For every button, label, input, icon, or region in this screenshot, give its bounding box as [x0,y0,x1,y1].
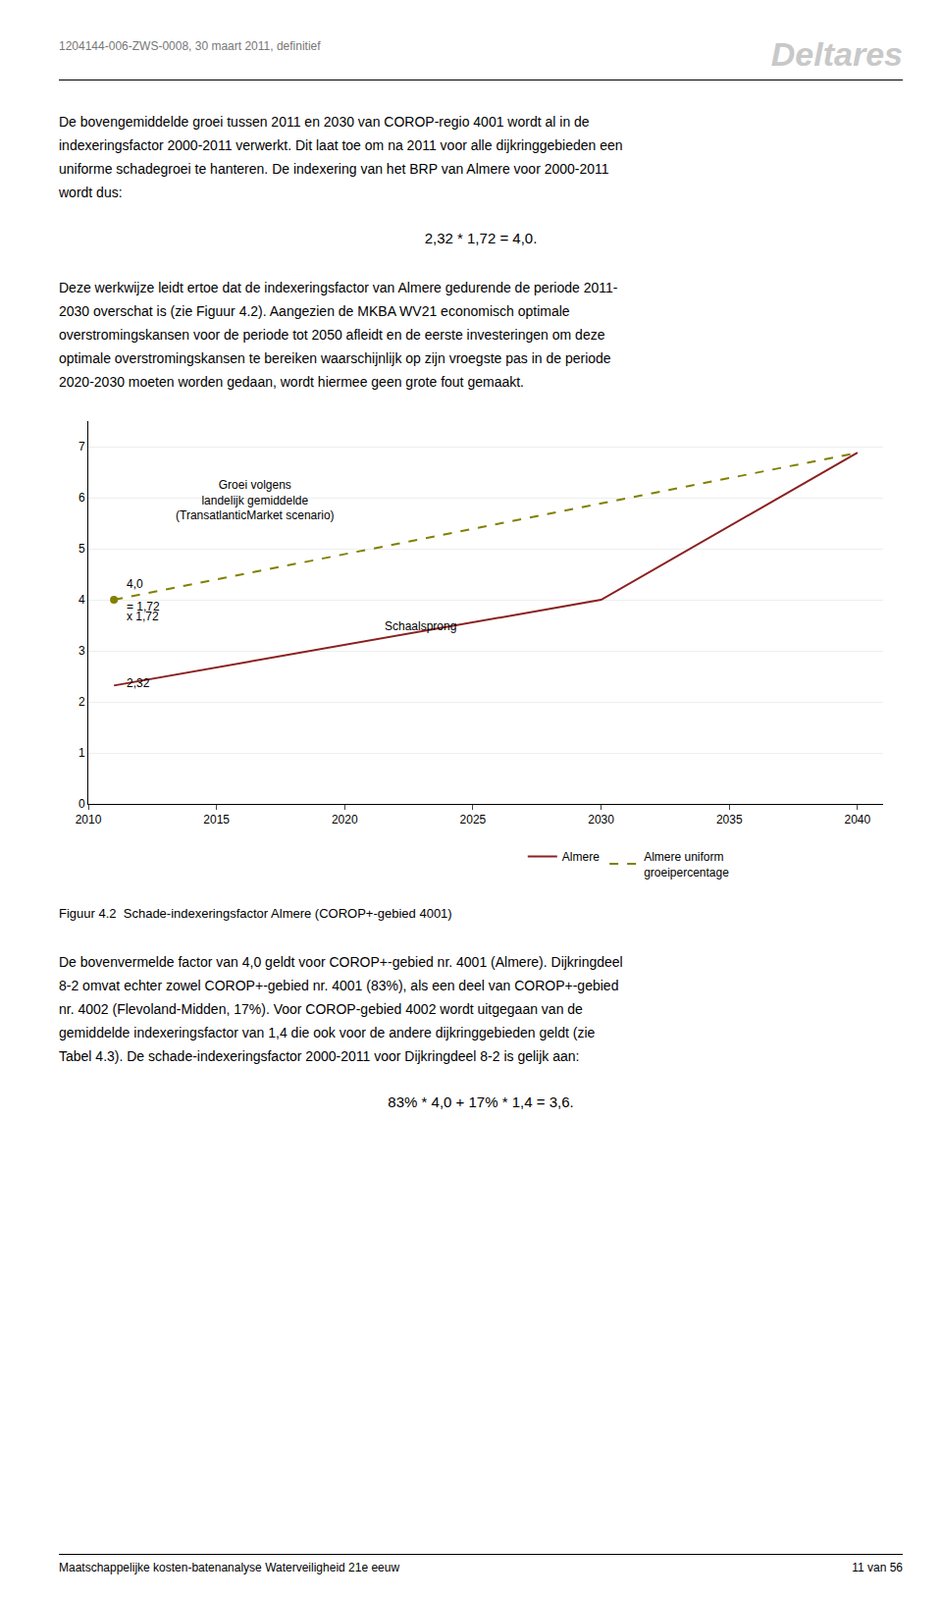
svg-text:2010: 2010 [75,812,103,827]
svg-text:5: 5 [78,541,86,556]
svg-text:2,32: 2,32 [126,676,151,690]
svg-text:4: 4 [78,592,86,607]
html-text:Figuur 4.2 Schade-indexeringsf: Figuur 4.2 Schade-indexeringsfactor Alme… [58,905,453,921]
html-text:optimale overstromingskansen t: optimale overstromingskansen te bereiken… [58,350,611,367]
html-text:Tabel 4.3). De schade-indexeri: Tabel 4.3). De schade-indexeringsfactor … [58,1047,580,1064]
html-text:Deze werkwijze leidt ertoe dat: Deze werkwijze leidt ertoe dat de indexe… [58,279,618,296]
svg-text:2020: 2020 [331,812,359,827]
svg-text:Schaalsprong: Schaalsprong [384,619,457,633]
html-text:indexeringsfactor 2000-2011 ve: indexeringsfactor 2000-2011 verwerkt. Di… [58,137,623,154]
svg-text:x 1,72: x 1,72 [126,609,159,624]
html-text:nr. 4002 (Flevoland-Midden, 17: nr. 4002 (Flevoland-Midden, 17%). Voor C… [58,1000,583,1017]
svg-text:2035: 2035 [716,812,743,827]
svg-text:1: 1 [78,745,86,760]
svg-text:0: 0 [78,796,86,811]
html-text:gemiddelde indexeringsfactor v: gemiddelde indexeringsfactor van 1,4 die… [58,1024,596,1041]
svg-text:2015: 2015 [203,812,230,827]
svg-text:2: 2 [78,694,86,709]
svg-text:2040: 2040 [844,812,872,827]
html-text:uniforme schadegroei te hanter: uniforme schadegroei te hanteren. De ind… [58,160,609,177]
html-text:2030 overschat is (zie Figuur: 2030 overschat is (zie Figuur 4.2). Aang… [58,303,570,319]
html-text:8-2 omvat echter zowel COROP+-: 8-2 omvat echter zowel COROP+-gebied nr.… [58,977,619,994]
html-text:wordt dus:: wordt dus: [58,184,123,201]
html-text:overstromingskansen voor de pe: overstromingskansen voor de periode tot … [58,326,605,343]
svg-text:4,0: 4,0 [126,576,144,591]
html-text:1204144-006-ZWS-0008, 30 maart: 1204144-006-ZWS-0008, 30 maart 2011, def… [58,39,321,53]
html-text:Deltares: Deltares [771,35,903,73]
svg-text:Almere: Almere [562,849,600,864]
html-text:De bovenvermelde factor van 4,: De bovenvermelde factor van 4,0 geldt vo… [58,953,623,970]
svg-text:3: 3 [78,643,86,658]
svg-text:7: 7 [78,439,86,454]
html-text:2,32 * 1,72 = 4,0.: 2,32 * 1,72 = 4,0. [424,229,538,247]
svg-text:6: 6 [78,490,86,505]
html-text:83% * 4,0 + 17% * 1,4 = 3,6.: 83% * 4,0 + 17% * 1,4 = 3,6. [387,1093,574,1110]
html-text:De bovengemiddelde groei tusse: De bovengemiddelde groei tussen 2011 en … [58,113,590,130]
svg-text:= 1,72: = 1,72 [126,599,160,614]
svg-text:2025: 2025 [460,812,487,827]
svg-text:Almere uniformgroeipercentage: Almere uniformgroeipercentage [643,849,730,880]
html-text:11 van 56: 11 van 56 [851,1560,903,1574]
svg-text:Groei volgenslandelijk gemidde: Groei volgenslandelijk gemiddelde(Transa… [175,477,335,523]
html-text:2020-2030 moeten worden gedaan: 2020-2030 moeten worden gedaan, wordt hi… [58,373,524,390]
html-text:Maatschappelijke kosten-batena: Maatschappelijke kosten-batenanalyse Wat… [58,1560,400,1574]
svg-text:2030: 2030 [587,812,615,827]
